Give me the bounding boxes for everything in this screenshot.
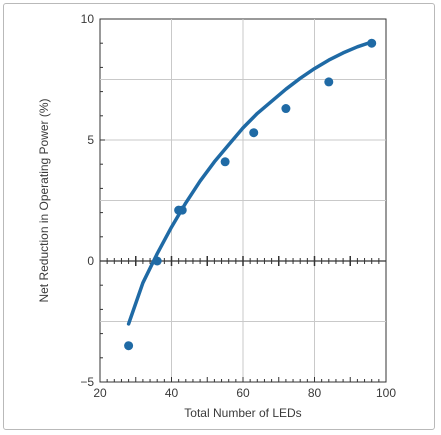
data-point xyxy=(249,128,259,138)
data-point xyxy=(367,38,377,48)
x-tick-label: 20 xyxy=(93,386,107,400)
data-point xyxy=(177,205,187,215)
data-point xyxy=(324,77,334,87)
x-tick-label: 80 xyxy=(308,386,322,400)
y-tick-label: 0 xyxy=(87,254,94,268)
y-tick-label: 5 xyxy=(87,133,94,147)
y-axis-title: Net Reduction in Operating Power (%) xyxy=(37,98,51,302)
x-tick-label: 100 xyxy=(376,386,396,400)
x-tick-label: 60 xyxy=(236,386,250,400)
y-tick-label: 10 xyxy=(81,12,95,26)
x-tick-label: 40 xyxy=(165,386,179,400)
data-point xyxy=(124,341,134,351)
fit-curve xyxy=(126,40,374,326)
data-point xyxy=(220,157,230,167)
data-point xyxy=(152,256,162,266)
scatter-chart: 20 40 60 80 100 −5 0 5 10 Total Number of LEDs Net… xyxy=(37,12,396,420)
chart-frame: 20 40 60 80 100 −5 0 5 10 Total Number of LEDs Net… xyxy=(3,3,435,430)
x-axis-title: Total Number of LEDs xyxy=(184,406,301,420)
y-tick-label: −5 xyxy=(80,375,94,389)
data-point xyxy=(281,104,291,114)
